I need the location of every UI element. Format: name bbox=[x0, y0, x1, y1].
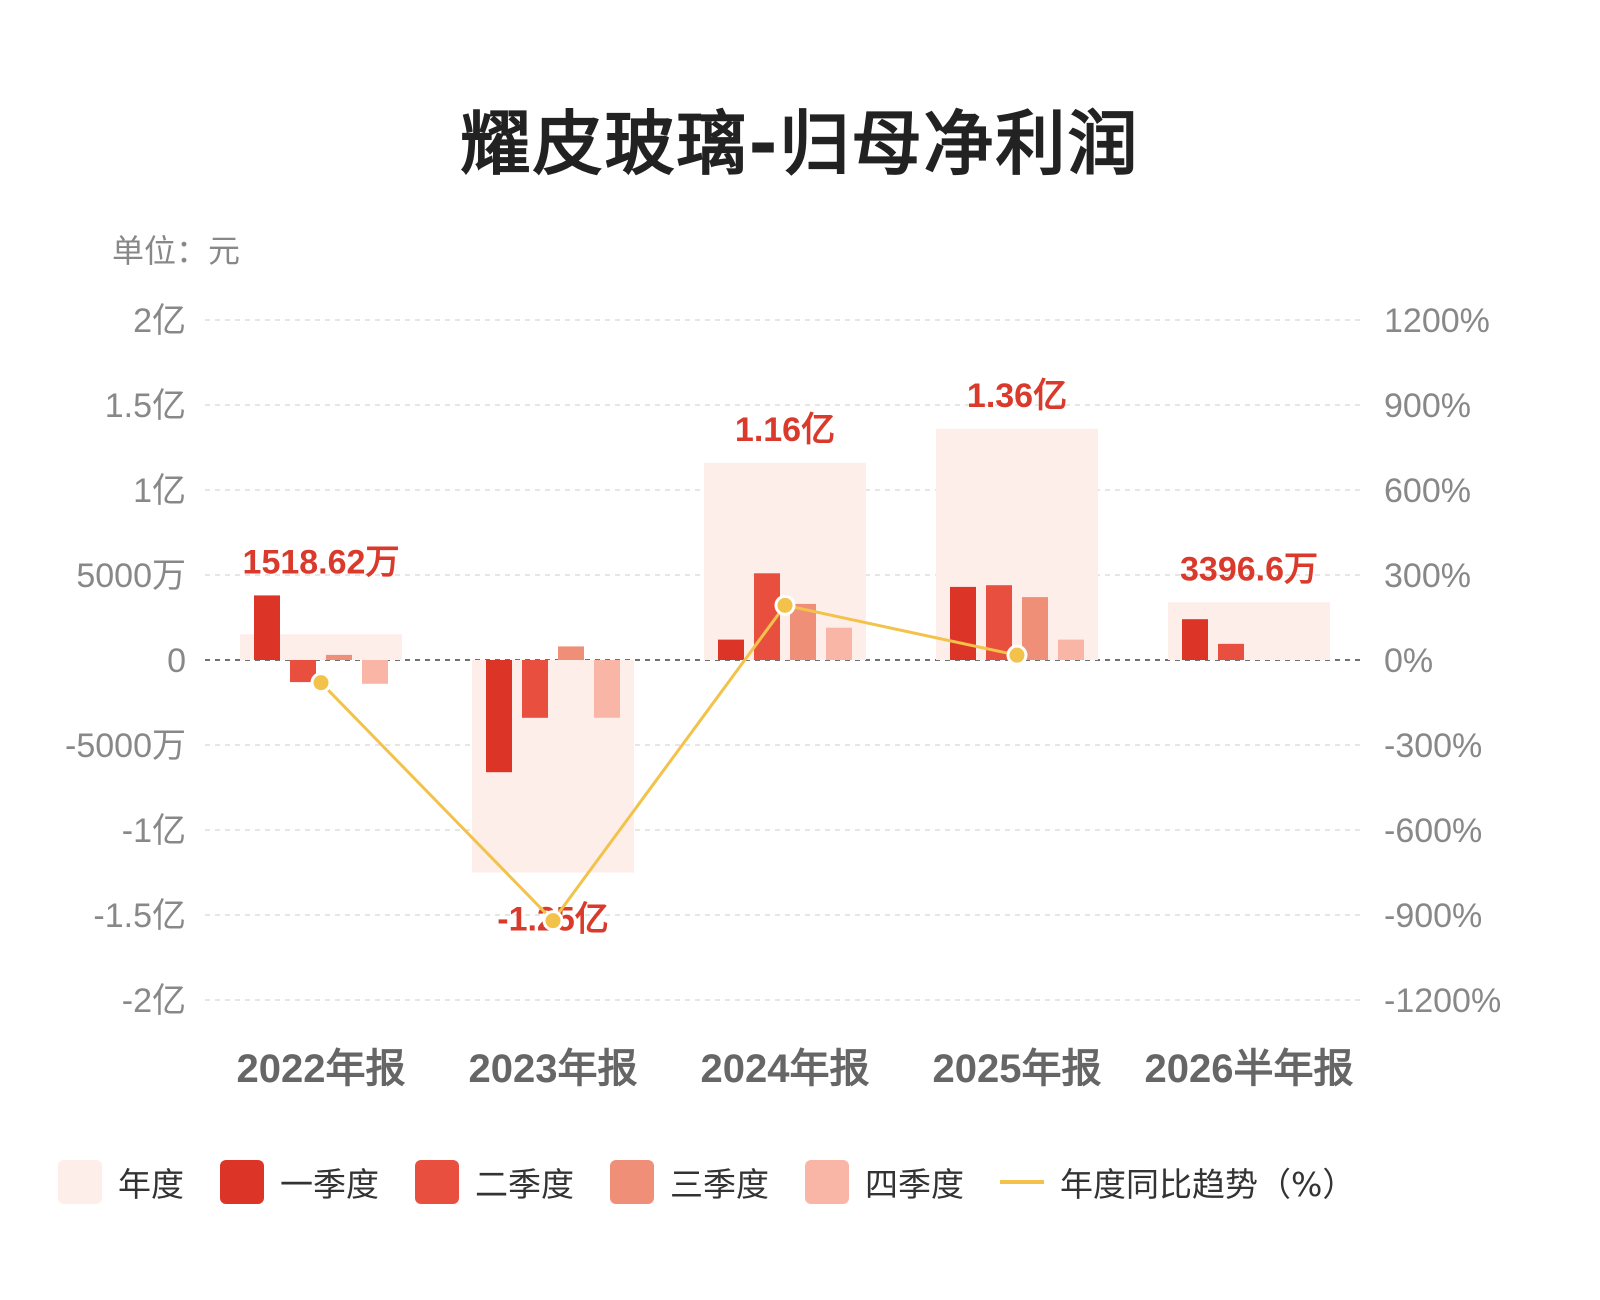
quarter-bar-q4 bbox=[594, 660, 620, 718]
y-left-tick-label: -1.5亿 bbox=[93, 897, 186, 935]
quarter-bar-q1 bbox=[254, 595, 280, 660]
quarter-bar-q3 bbox=[558, 646, 584, 660]
annual-bar bbox=[704, 462, 866, 660]
y-left-tick-label: 0 bbox=[167, 642, 186, 680]
legend-item-annual: 年度 bbox=[58, 1158, 184, 1206]
quarter-bar-q3 bbox=[1022, 597, 1048, 660]
quarter-bar-q4 bbox=[362, 660, 388, 684]
y-right-tick-label: -900% bbox=[1384, 897, 1482, 935]
legend-swatch-q4 bbox=[805, 1160, 849, 1204]
legend-label-q3: 三季度 bbox=[670, 1165, 769, 1204]
legend-item-q4: 四季度 bbox=[805, 1158, 964, 1206]
annual-value-label: 1518.62万 bbox=[243, 543, 400, 581]
y-left-tick-label: 1.5亿 bbox=[105, 387, 186, 425]
y-left-tick-label: 2亿 bbox=[133, 302, 186, 340]
y-right-tick-label: 900% bbox=[1384, 387, 1471, 425]
y-right-tick-label: -1200% bbox=[1384, 982, 1501, 1020]
yoy-point bbox=[774, 594, 796, 616]
quarter-bar-q2 bbox=[986, 585, 1012, 660]
yoy-point bbox=[310, 672, 332, 694]
quarter-bar-q1 bbox=[1182, 619, 1208, 660]
legend-item-q3: 三季度 bbox=[610, 1158, 769, 1206]
quarter-bar-q2 bbox=[522, 660, 548, 718]
x-category-label: 2022年报 bbox=[237, 1047, 406, 1091]
legend-item-q2: 二季度 bbox=[415, 1158, 574, 1206]
quarter-bar-q1 bbox=[486, 660, 512, 773]
y-left-tick-label: -5000万 bbox=[65, 727, 186, 765]
annual-value-label: 1.16亿 bbox=[735, 411, 835, 449]
legend-swatch-annual bbox=[58, 1160, 102, 1204]
quarter-bar-q3 bbox=[326, 654, 352, 660]
chart-title: 耀皮玻璃-归母净利润 bbox=[460, 103, 1140, 185]
x-category-label: 2024年报 bbox=[701, 1047, 870, 1091]
unit-label: 单位：元 bbox=[112, 232, 241, 270]
legend-swatch-q2 bbox=[415, 1160, 459, 1204]
yoy-trend-line bbox=[319, 603, 1018, 923]
legend-item-q1: 一季度 bbox=[220, 1158, 379, 1206]
legend-label-q4: 四季度 bbox=[865, 1165, 964, 1204]
quarter-bar-q1 bbox=[950, 586, 976, 660]
y-right-tick-label: 1200% bbox=[1384, 302, 1490, 340]
legend-item-yoy: 年度同比趋势（%） bbox=[1000, 1158, 1355, 1206]
legend-label-yoy: 年度同比趋势（%） bbox=[1060, 1165, 1356, 1204]
legend-label-q2: 二季度 bbox=[475, 1165, 574, 1204]
y-right-tick-label: 0% bbox=[1384, 642, 1433, 680]
quarter-bar-q4 bbox=[826, 627, 852, 660]
legend-label-q1: 一季度 bbox=[280, 1165, 379, 1204]
annual-value-label: 1.36亿 bbox=[967, 377, 1067, 415]
x-category-label: 2025年报 bbox=[933, 1047, 1102, 1091]
legend-label-annual: 年度 bbox=[118, 1165, 184, 1204]
y-left-tick-label: -1亿 bbox=[122, 812, 186, 850]
y-left-tick-label: 1亿 bbox=[133, 472, 186, 510]
y-right-tick-label: -300% bbox=[1384, 727, 1482, 765]
quarter-bar-q4 bbox=[1058, 639, 1084, 660]
legend-swatch-q1 bbox=[220, 1160, 264, 1204]
quarter-bar-q2 bbox=[1218, 643, 1244, 660]
y-right-tick-label: -600% bbox=[1384, 812, 1482, 850]
legend-swatch-yoy bbox=[1000, 1180, 1044, 1184]
y-left-tick-label: -2亿 bbox=[122, 982, 186, 1020]
quarter-bar-q3 bbox=[790, 603, 816, 660]
yoy-point bbox=[542, 910, 564, 932]
y-right-tick-label: 600% bbox=[1384, 472, 1471, 510]
y-left-tick-label: 5000万 bbox=[76, 557, 186, 595]
quarter-bar-q1 bbox=[718, 639, 744, 660]
legend-swatch-q3 bbox=[610, 1160, 654, 1204]
x-category-label: 2026半年报 bbox=[1145, 1047, 1354, 1091]
yoy-point bbox=[1006, 644, 1028, 666]
legend: 年度 一季度 二季度 三季度 四季度 年度同比趋势（%） bbox=[58, 1158, 1391, 1206]
quarter-bar-q2 bbox=[290, 660, 316, 683]
y-right-tick-label: 300% bbox=[1384, 557, 1471, 595]
x-category-label: 2023年报 bbox=[469, 1047, 638, 1091]
annual-value-label: 3396.6万 bbox=[1180, 550, 1318, 588]
